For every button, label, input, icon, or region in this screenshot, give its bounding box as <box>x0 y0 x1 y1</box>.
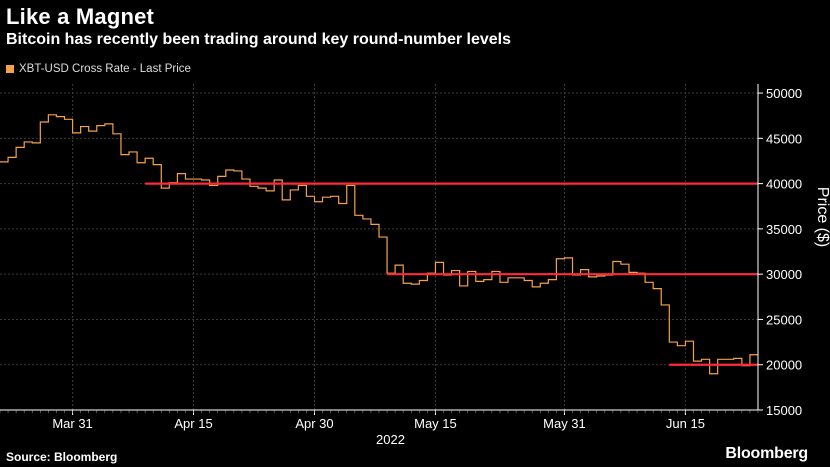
x-tick-label: Jun 15 <box>666 416 705 431</box>
legend-label: XBT-USD Cross Rate - Last Price <box>19 63 191 75</box>
price-series-line <box>0 114 758 375</box>
x-tick-label: May 31 <box>543 416 586 431</box>
y-tick-label: 40000 <box>766 177 802 192</box>
y-tick-label: 50000 <box>766 86 802 101</box>
series-layer <box>0 114 758 375</box>
x-axis-title: 2022 <box>376 432 405 447</box>
y-tick-label: 15000 <box>766 403 802 418</box>
y-tick-label: 20000 <box>766 358 802 373</box>
grid-lines <box>0 84 758 411</box>
chart-title: Like a Magnet <box>6 4 155 29</box>
y-tick-label: 25000 <box>766 312 802 327</box>
y-tick-label: 30000 <box>766 267 802 282</box>
bloomberg-logo: Bloomberg <box>725 445 808 462</box>
y-tick-label: 45000 <box>766 131 802 146</box>
legend-swatch <box>6 65 14 73</box>
axes: 15000 20000 25000 30000 35000 40000 45000 50000… <box>0 84 802 431</box>
x-tick-label: May 15 <box>414 416 457 431</box>
x-tick-label: Apr 15 <box>174 416 212 431</box>
x-tick-label: Mar 31 <box>52 416 92 431</box>
reference-lines <box>145 182 758 366</box>
y-axis-title: Price ($) <box>814 187 830 247</box>
source-note: Source: Bloomberg <box>6 450 118 464</box>
y-tick-label: 35000 <box>766 222 802 237</box>
chart-subtitle: Bitcoin has recently been trading around… <box>6 31 511 48</box>
chart-legend: XBT-USD Cross Rate - Last Price <box>6 63 191 75</box>
x-tick-label: Apr 30 <box>295 416 333 431</box>
